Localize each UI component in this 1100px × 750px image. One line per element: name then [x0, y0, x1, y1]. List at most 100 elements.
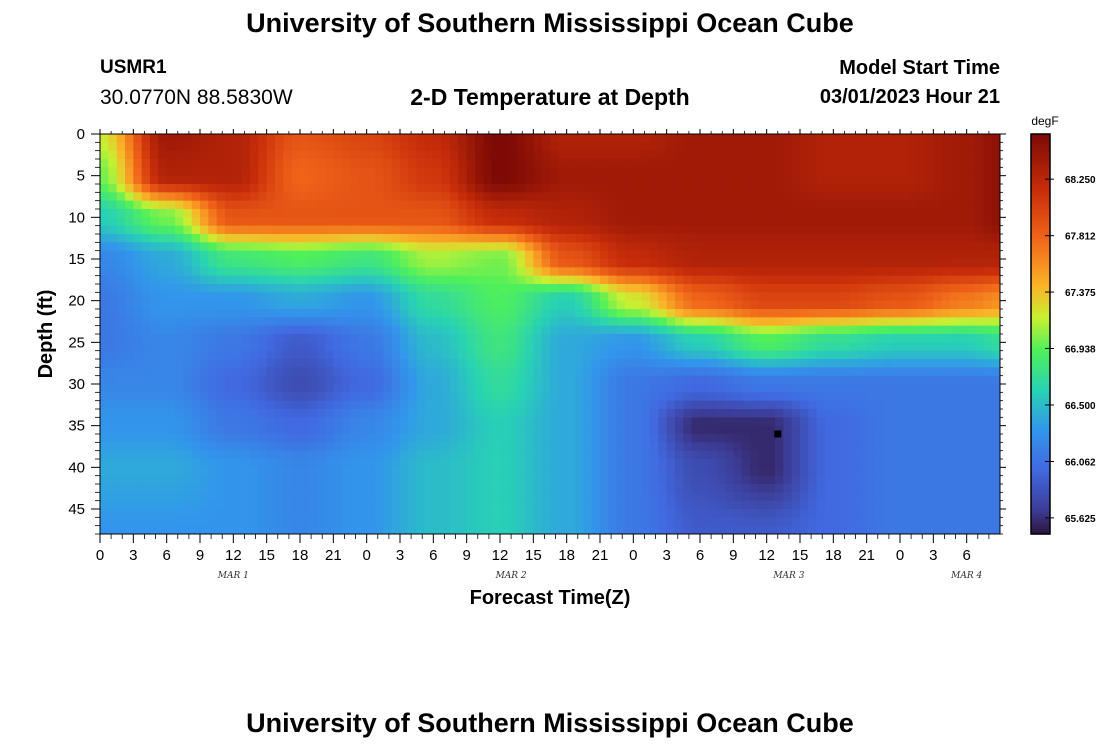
heatmap-cell — [866, 275, 876, 285]
heatmap-cell — [258, 242, 268, 252]
heatmap-cell — [683, 450, 693, 460]
heatmap-cell — [758, 334, 768, 343]
heatmap-cell — [858, 242, 868, 252]
heatmap-cell — [983, 359, 993, 368]
heatmap-cell — [475, 142, 484, 152]
heatmap-cell — [575, 159, 584, 168]
heatmap-cell — [808, 425, 818, 435]
heatmap-cell — [100, 350, 109, 360]
heatmap-cell — [325, 275, 334, 285]
heatmap-cell — [941, 400, 951, 410]
heatmap-cell — [600, 384, 609, 393]
heatmap-cell — [150, 392, 159, 402]
heatmap-cell — [516, 284, 526, 293]
heatmap-cell — [233, 175, 243, 185]
heatmap-cell — [733, 267, 743, 277]
heatmap-cell — [641, 492, 651, 502]
heatmap-cell — [416, 467, 426, 477]
heatmap-cell — [508, 150, 518, 160]
heatmap-cell — [983, 350, 993, 360]
heatmap-cell — [333, 175, 343, 185]
heatmap-cell — [816, 209, 826, 218]
heatmap-cell — [466, 175, 476, 185]
heatmap-cell — [608, 459, 618, 468]
heatmap-cell — [525, 225, 534, 235]
heatmap-cell — [191, 384, 201, 393]
heatmap-cell — [450, 167, 459, 177]
heatmap-cell — [316, 425, 326, 435]
heatmap-cell — [775, 217, 784, 227]
heatmap-cell — [641, 284, 651, 293]
heatmap-cell — [275, 509, 284, 518]
heatmap-cell — [750, 392, 759, 402]
heatmap-cell — [708, 325, 718, 335]
heatmap-cell — [750, 134, 759, 143]
heatmap-cell — [175, 284, 184, 293]
heatmap-cell — [250, 250, 259, 260]
heatmap-cell — [333, 300, 343, 310]
heatmap-cell — [983, 184, 993, 193]
heatmap-cell — [183, 342, 193, 352]
heatmap-cell — [391, 259, 401, 268]
heatmap-cell — [833, 384, 843, 393]
heatmap-cell — [250, 434, 259, 443]
heatmap-cell — [133, 492, 143, 502]
heatmap-cell — [241, 342, 251, 352]
heatmap-cell — [233, 309, 243, 318]
heatmap-cell — [233, 142, 243, 152]
heatmap-cell — [516, 234, 526, 243]
heatmap-cell — [941, 259, 951, 268]
heatmap-cell — [783, 350, 793, 360]
heatmap-cell — [408, 492, 418, 502]
heatmap-cell — [875, 150, 884, 160]
heatmap-cell — [775, 317, 784, 327]
heatmap-cell — [158, 317, 168, 327]
heatmap-cell — [891, 184, 901, 193]
heatmap-cell — [425, 142, 434, 152]
heatmap-cell — [758, 367, 768, 377]
heatmap-cell — [200, 334, 209, 343]
heatmap-cell — [166, 175, 176, 185]
heatmap-cell — [191, 150, 201, 160]
heatmap-cell — [158, 350, 168, 360]
heatmap-cell — [650, 250, 659, 260]
heatmap-cell — [891, 442, 901, 452]
heatmap-cell — [275, 159, 284, 168]
heatmap-cell — [591, 259, 601, 268]
heatmap-cell — [191, 317, 201, 327]
heatmap-cell — [816, 142, 826, 152]
heatmap-cell — [183, 459, 193, 468]
heatmap-cell — [583, 225, 593, 235]
heatmap-cell — [383, 250, 393, 260]
heatmap-cell — [383, 425, 393, 435]
heatmap-cell — [266, 375, 276, 385]
heatmap-cell — [616, 400, 626, 410]
heatmap-cell — [266, 167, 276, 177]
heatmap-cell — [216, 292, 226, 302]
heatmap-cell — [250, 484, 259, 493]
heatmap-cell — [133, 300, 143, 310]
heatmap-cell — [258, 375, 268, 385]
heatmap-cell — [758, 359, 768, 368]
heatmap-cell — [100, 434, 109, 443]
heatmap-cell — [225, 142, 234, 152]
heatmap-cell — [191, 509, 201, 518]
heatmap-cell — [208, 192, 218, 202]
heatmap-cell — [941, 167, 951, 177]
heatmap-cell — [416, 367, 426, 377]
heatmap-cell — [283, 400, 293, 410]
heatmap-cell — [125, 334, 134, 343]
heatmap-cell — [566, 200, 576, 210]
heatmap-cell — [833, 475, 843, 485]
heatmap-cell — [550, 300, 559, 310]
model-start-label: Model Start Time — [839, 57, 1000, 79]
heatmap-cell — [408, 184, 418, 193]
heatmap-cell — [208, 242, 218, 252]
heatmap-cell — [875, 259, 884, 268]
heatmap-cell — [108, 359, 118, 368]
heatmap-cell — [533, 142, 543, 152]
heatmap-cell — [875, 267, 884, 277]
heatmap-cell — [783, 359, 793, 368]
heatmap-cell — [866, 400, 876, 410]
heatmap-cell — [816, 375, 826, 385]
